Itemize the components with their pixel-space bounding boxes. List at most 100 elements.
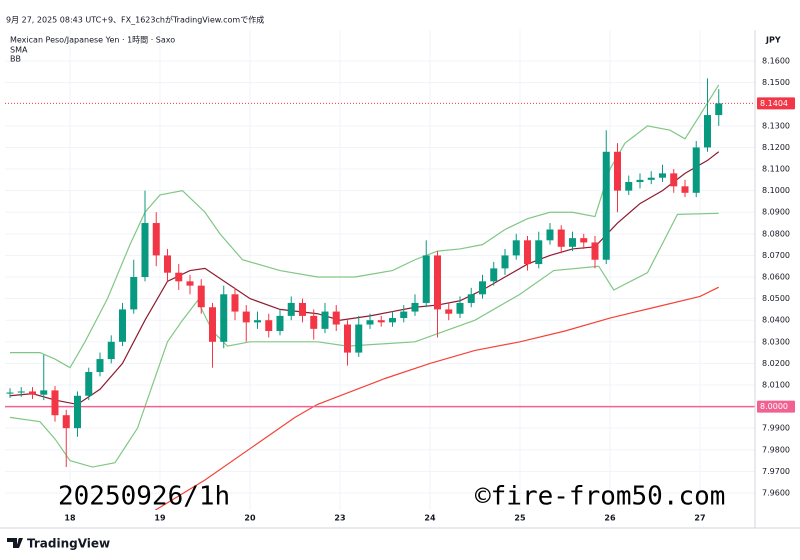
y-tick-label: 8.1100 bbox=[762, 165, 790, 174]
labels: 7.9600 7.9700 7.9800 7.9900 8.0100 8.0200 8.03… bbox=[64, 57, 795, 523]
candle-body bbox=[6, 392, 14, 394]
candle-body bbox=[130, 277, 138, 310]
watermark: 20250926/1h bbox=[58, 482, 230, 512]
candle-body bbox=[366, 320, 374, 325]
candle-body bbox=[107, 341, 115, 360]
candle-body bbox=[467, 294, 475, 303]
y-tick-label: 8.0100 bbox=[762, 380, 790, 389]
candle-body bbox=[490, 268, 498, 282]
candle-body bbox=[287, 302, 295, 316]
candle-body bbox=[636, 179, 644, 183]
x-tick-label: 24 bbox=[424, 514, 436, 523]
candle-body bbox=[602, 151, 610, 260]
candle-body bbox=[253, 320, 261, 323]
indicator-layer bbox=[9, 84, 720, 510]
candle-body bbox=[355, 324, 363, 353]
candle-body bbox=[265, 320, 273, 331]
y-tick-label: 8.0700 bbox=[762, 251, 790, 260]
candle-body bbox=[163, 255, 171, 273]
y-tick-label: 8.1000 bbox=[762, 186, 790, 195]
candle-body bbox=[186, 281, 194, 286]
y-tick-label: 8.0200 bbox=[762, 359, 790, 368]
x-tick-label: 20 bbox=[244, 514, 256, 523]
candle-body bbox=[703, 115, 711, 148]
candle-body bbox=[580, 238, 588, 243]
symbol: Mexican Peso/Japanese Yen · 1時間 · Saxo bbox=[10, 36, 175, 45]
y-tick-label: 8.0900 bbox=[762, 208, 790, 217]
y-tick-label: 8.1600 bbox=[762, 57, 790, 66]
legend-label: BB bbox=[10, 55, 21, 64]
y-tick-label: 8.1300 bbox=[762, 121, 790, 130]
candle-body bbox=[501, 255, 509, 269]
y-tick-label: 8.0600 bbox=[762, 273, 790, 282]
y-tick-label: 7.9600 bbox=[762, 488, 790, 497]
price-tag-label: 8.0000 bbox=[760, 402, 788, 411]
candle-body bbox=[175, 272, 183, 282]
candle-body bbox=[613, 151, 621, 191]
candle-body bbox=[40, 390, 48, 395]
x-tick-label: 19 bbox=[154, 514, 166, 523]
candle-body bbox=[535, 240, 543, 265]
candle-body bbox=[343, 324, 351, 353]
candle-body bbox=[512, 240, 520, 256]
candle-body bbox=[422, 255, 430, 303]
price-lines bbox=[5, 102, 755, 408]
y-tick-label: 7.9700 bbox=[762, 467, 790, 476]
candle-body bbox=[400, 311, 408, 319]
candle-body bbox=[478, 281, 486, 295]
candle-body bbox=[276, 315, 284, 331]
watermark: ©fire-from50.com bbox=[475, 482, 725, 512]
y-tick-label: 7.9800 bbox=[762, 445, 790, 454]
y-tick-label: 8.0800 bbox=[762, 229, 790, 238]
x-tick-label: 23 bbox=[334, 514, 345, 523]
indicator-line bbox=[9, 212, 719, 468]
candle-body bbox=[208, 307, 216, 342]
candle-layer bbox=[6, 78, 723, 468]
candle-body bbox=[681, 186, 689, 193]
brand: TradingView bbox=[27, 537, 110, 551]
candle-body bbox=[591, 242, 599, 260]
candle-body bbox=[456, 302, 464, 314]
candle-body bbox=[658, 173, 666, 178]
y-tick-label: 8.0300 bbox=[762, 337, 790, 346]
candle-body bbox=[73, 395, 81, 429]
candle-body bbox=[220, 294, 228, 342]
candle-body bbox=[310, 315, 318, 329]
candle-body bbox=[62, 415, 70, 429]
price-tag bbox=[757, 97, 795, 110]
candle-body bbox=[242, 311, 250, 323]
x-tick-label: 25 bbox=[514, 514, 526, 523]
candle-body bbox=[411, 302, 419, 312]
candle-body bbox=[557, 229, 565, 247]
candle-body bbox=[433, 255, 441, 310]
brand-logo bbox=[7, 538, 23, 548]
y-tick-label: 8.0400 bbox=[762, 316, 790, 325]
candle-body bbox=[118, 309, 126, 342]
indicator-line bbox=[154, 286, 720, 510]
candle-body bbox=[388, 318, 396, 323]
y-tick-label: 8.1200 bbox=[762, 143, 790, 152]
legend-label: SMA bbox=[10, 46, 28, 55]
candle-body bbox=[692, 147, 700, 193]
caption: 9月 27, 2025 08:43 UTC+9、FX_1623chがTradin… bbox=[6, 15, 264, 25]
candle-body bbox=[298, 302, 306, 316]
candle-body bbox=[670, 173, 678, 187]
candle-body bbox=[715, 103, 723, 116]
candle-body bbox=[321, 311, 329, 329]
candle-body bbox=[28, 391, 36, 395]
candle-body bbox=[523, 240, 531, 265]
y-tick-label: 7.9900 bbox=[762, 424, 790, 433]
x-tick-label: 27 bbox=[694, 514, 705, 523]
candle-body bbox=[546, 229, 554, 241]
candle-body bbox=[231, 294, 239, 312]
candle-body bbox=[647, 177, 655, 180]
currency: JPY bbox=[765, 36, 781, 45]
y-tick-label: 8.0500 bbox=[762, 294, 790, 303]
candle-body bbox=[96, 359, 104, 373]
candle-body bbox=[141, 223, 149, 278]
indicator-line bbox=[9, 151, 720, 406]
candle-body bbox=[568, 238, 576, 247]
